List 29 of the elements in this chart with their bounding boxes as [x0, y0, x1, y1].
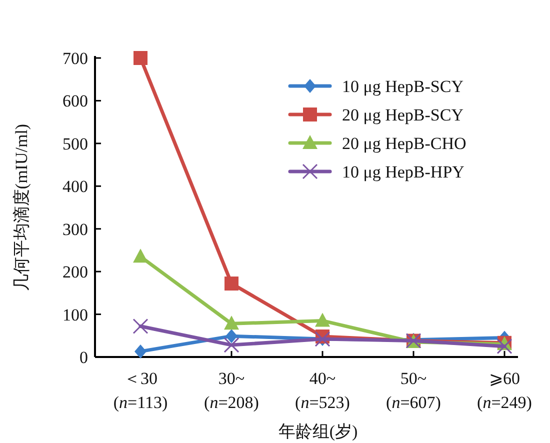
y-tick-label: 0: [80, 348, 88, 367]
x-tick-label: ＜30 (n=113): [113, 369, 168, 412]
y-tick-label: 100: [62, 305, 88, 324]
x-tick-label: 50~ (n=607): [386, 369, 441, 412]
x-tick-label: ⩾60 (n=249): [477, 369, 532, 412]
point: [134, 344, 146, 358]
legend-label: 20 μg HepB-CHO: [342, 134, 466, 153]
point: [224, 316, 239, 330]
point: [133, 248, 148, 263]
x-axis-title: 年龄组(岁): [278, 422, 358, 441]
point: [315, 312, 330, 327]
point: [134, 51, 148, 65]
point: [496, 338, 512, 354]
y-tick-label: 700: [62, 49, 88, 68]
y-tick-label: 200: [62, 262, 88, 282]
point: [224, 276, 238, 291]
x-tick-label: 40~ (n=523): [295, 369, 350, 412]
legend-label: 10 μg HepB-HPY: [342, 162, 464, 182]
point: [132, 318, 148, 334]
x-tick-label: 30~ (n=208): [204, 369, 259, 412]
point: [224, 337, 240, 353]
legend-label: 10 μg HepB-SCY: [342, 77, 464, 96]
y-tick-label: 500: [62, 134, 88, 154]
point: [226, 329, 238, 344]
legend-label: 20 μg HepB-SCY: [342, 106, 464, 124]
y-axis-title: 几何平均滴度(mIU/ml): [12, 124, 31, 292]
y-tick-label: 300: [62, 220, 88, 239]
y-tick-label: 400: [62, 177, 88, 196]
y-tick-label: 600: [62, 92, 88, 111]
